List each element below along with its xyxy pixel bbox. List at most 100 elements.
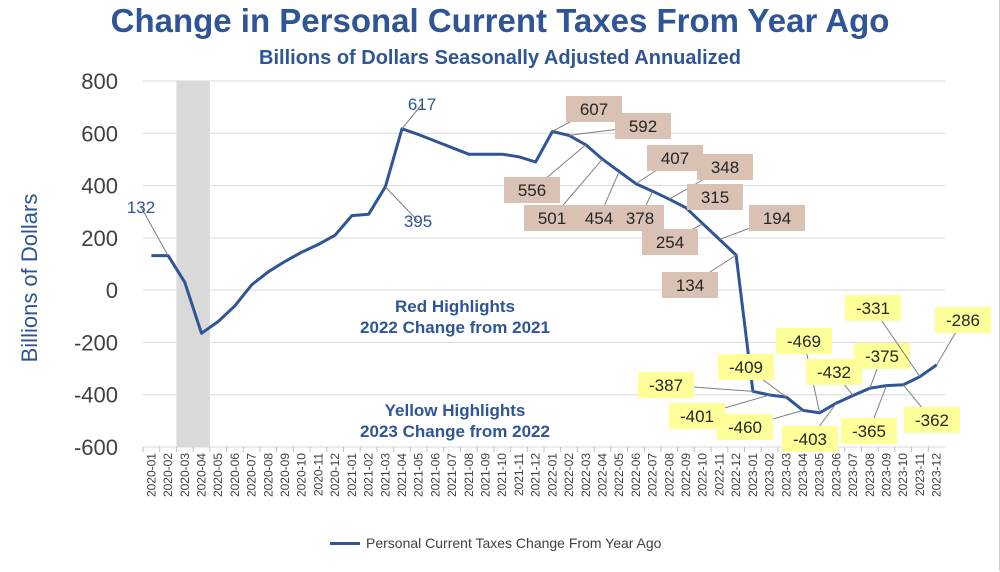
x-tick-label: 2021-07 — [445, 453, 459, 497]
x-tick-label: 2022-02 — [562, 453, 576, 497]
annotation-highlight — [782, 426, 838, 452]
annotation-highlight — [854, 343, 910, 369]
data-label: 607 — [580, 100, 608, 119]
data-label: 617 — [408, 95, 436, 114]
recession-shading — [176, 81, 210, 447]
y-tick-label: -600 — [74, 435, 118, 460]
x-tick-label: 2020-04 — [194, 453, 208, 497]
x-tick-label: 2023-09 — [880, 453, 894, 497]
annotation-highlight — [615, 113, 671, 139]
data-label: 395 — [404, 212, 432, 231]
annotation-highlight — [717, 414, 773, 440]
x-tick-label: 2021-01 — [345, 453, 359, 497]
x-tick-label: 2021-09 — [479, 453, 493, 497]
legend-label: Personal Current Taxes Change From Year … — [366, 535, 662, 551]
yellow-note-line1: Yellow Highlights — [384, 401, 526, 420]
x-tick-label: 2021-11 — [512, 453, 526, 496]
x-tick-label: 2022-03 — [579, 453, 593, 497]
annotation-highlight — [904, 407, 960, 433]
x-tick-label: 2023-01 — [746, 453, 760, 497]
data-label: 556 — [518, 181, 546, 200]
annotation-highlight — [566, 96, 622, 122]
data-label: 132 — [127, 198, 155, 217]
x-tick-label: 2022-05 — [612, 453, 626, 497]
x-tick-label: 2022-12 — [729, 453, 743, 497]
annotation-highlight — [845, 295, 901, 321]
x-tick-label: 2023-06 — [829, 453, 843, 497]
data-label: 592 — [629, 117, 657, 136]
x-tick-label: 2023-12 — [930, 453, 944, 497]
x-tick-label: 2022-10 — [696, 453, 710, 497]
annotation-highlight — [841, 418, 897, 444]
x-tick-label: 2020-07 — [245, 453, 259, 497]
chart-title: Change in Personal Current Taxes From Ye… — [110, 2, 890, 39]
data-label: -409 — [729, 358, 763, 377]
data-label: -401 — [680, 407, 714, 426]
annotation-highlight — [504, 177, 560, 203]
annotation-highlight — [806, 359, 862, 385]
data-label: -286 — [946, 311, 980, 330]
x-tick-label: 2022-01 — [545, 453, 559, 497]
annotation-highlight — [575, 205, 623, 231]
annotation-highlight — [776, 328, 832, 354]
data-label: 254 — [656, 233, 684, 252]
x-tick-label: 2021-12 — [529, 453, 543, 497]
x-tick-label: 2023-10 — [896, 453, 910, 497]
x-tick-label: 2020-11 — [311, 453, 325, 496]
x-tick-label: 2020-06 — [228, 453, 242, 497]
y-tick-label: 400 — [81, 174, 118, 199]
x-tick-label: 2022-07 — [646, 453, 660, 497]
annotation-highlight — [524, 205, 580, 231]
annotation-leader — [140, 206, 169, 256]
y-tick-label: 800 — [81, 69, 118, 94]
annotation-highlight — [669, 403, 725, 429]
data-label: -403 — [793, 430, 827, 449]
yellow-note-line2: 2023 Change from 2022 — [360, 422, 550, 441]
x-tick-label: 2023-03 — [779, 453, 793, 497]
data-label: 348 — [711, 158, 739, 177]
x-tick-label: 2021-08 — [462, 453, 476, 497]
x-tick-label: 2023-11 — [913, 453, 927, 496]
x-tick-label: 2022-08 — [662, 453, 676, 497]
data-label: -432 — [817, 363, 851, 382]
annotation-highlight — [697, 154, 753, 180]
x-tick-label: 2020-05 — [211, 453, 225, 497]
data-label: 407 — [661, 149, 689, 168]
x-tick-label: 2022-06 — [629, 453, 643, 497]
annotation-highlight — [935, 307, 991, 333]
x-tick-label: 2020-03 — [178, 453, 192, 497]
annotation-highlight — [638, 372, 694, 398]
annotation-highlight — [687, 184, 743, 210]
annotation-leader — [401, 103, 423, 130]
x-tick-label: 2020-01 — [144, 453, 158, 497]
data-label: -469 — [787, 332, 821, 351]
x-tick-label: 2021-03 — [378, 453, 392, 497]
legend: Personal Current Taxes Change From Year … — [330, 535, 661, 551]
data-label: 378 — [626, 209, 654, 228]
annotation-leader — [384, 186, 419, 222]
x-tick-label: 2023-05 — [813, 453, 827, 497]
x-tick-label: 2020-09 — [278, 453, 292, 497]
annotation-highlight — [718, 354, 774, 380]
series-line — [151, 127, 938, 415]
y-tick-label: -200 — [74, 330, 118, 355]
data-label: 134 — [676, 276, 704, 295]
x-tick-label: 2020-02 — [161, 453, 175, 497]
data-label: 501 — [538, 209, 566, 228]
y-tick-label: -400 — [74, 383, 118, 408]
legend-swatch — [330, 541, 360, 545]
x-tick-label: 2020-12 — [328, 453, 342, 497]
data-label: -375 — [865, 347, 899, 366]
x-tick-label: 2022-09 — [679, 453, 693, 497]
data-label: -460 — [728, 418, 762, 437]
red-note-line1: Red Highlights — [395, 297, 515, 316]
data-label: 194 — [763, 209, 791, 228]
x-tick-label: 2021-06 — [428, 453, 442, 497]
annotation-highlight — [662, 272, 718, 298]
x-tick-label: 2022-04 — [595, 453, 609, 497]
annotation-highlight — [749, 205, 805, 231]
red-note-line2: 2022 Change from 2021 — [360, 318, 550, 337]
y-tick-label: 600 — [81, 121, 118, 146]
annotation-highlight — [647, 145, 703, 171]
